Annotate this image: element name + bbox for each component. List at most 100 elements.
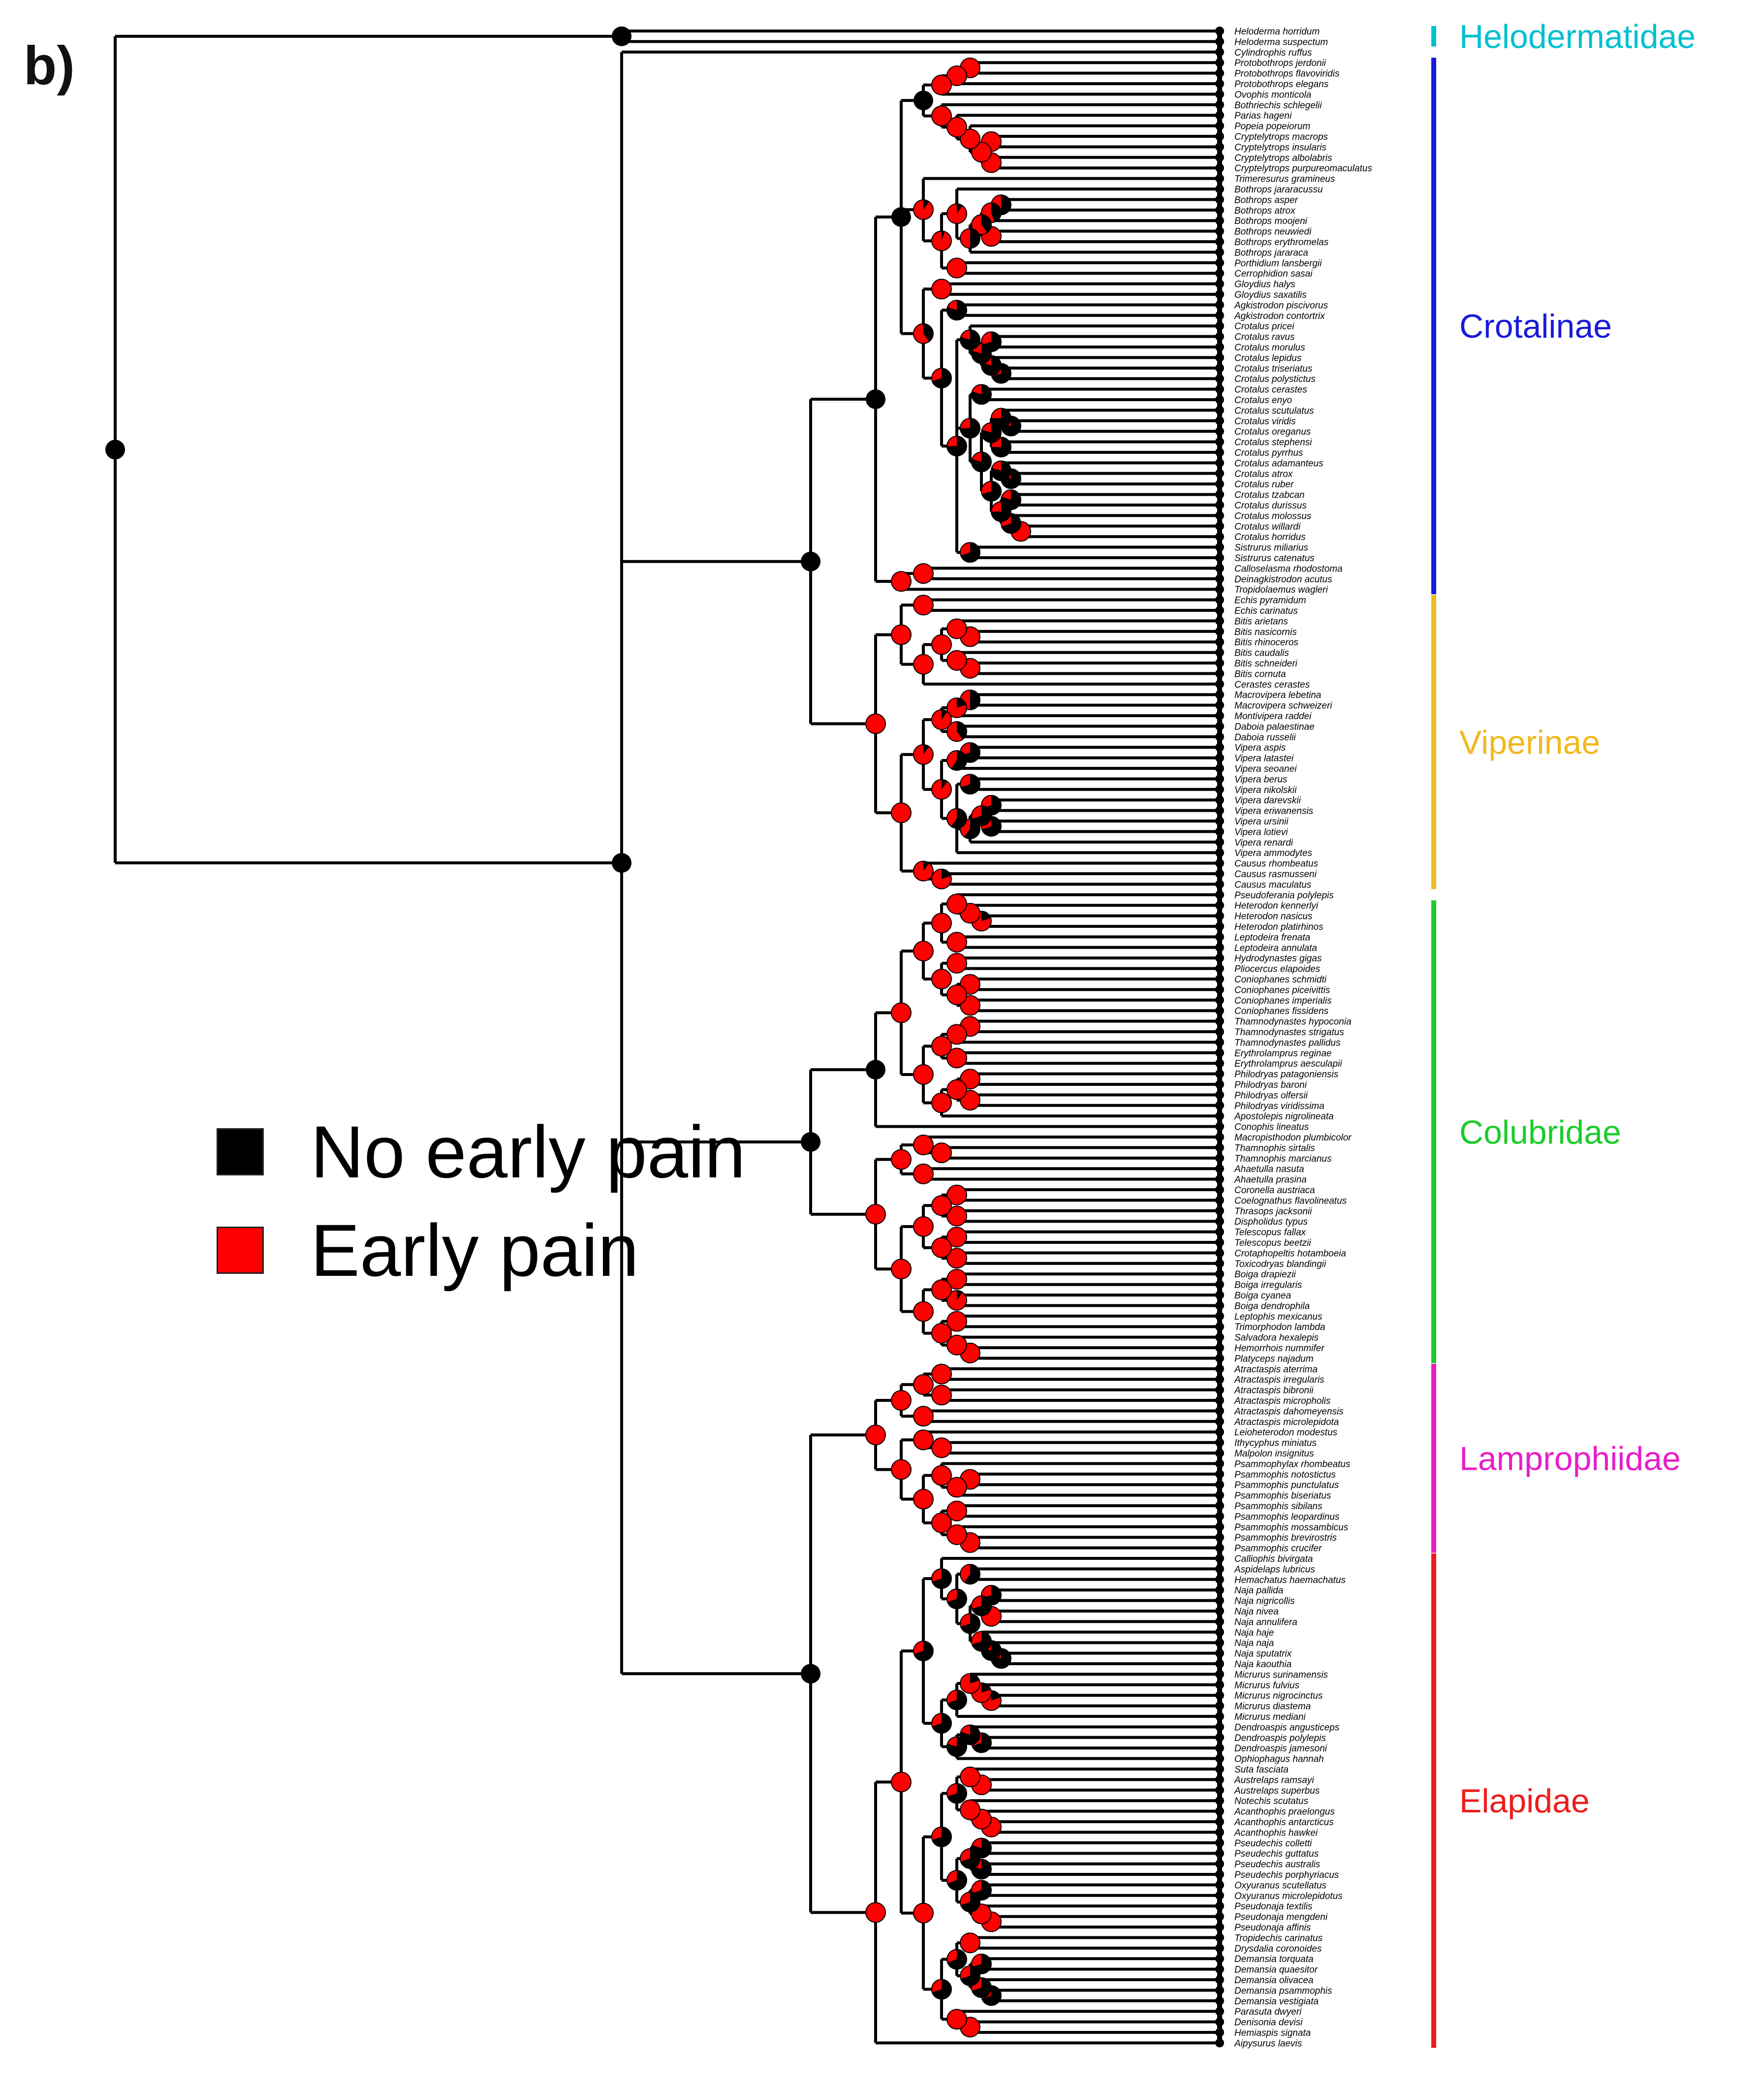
species-label: Causus rhombeatus (1234, 859, 1319, 869)
tip-dot (1215, 1996, 1224, 2005)
tip-dot (1215, 1364, 1224, 1373)
legend-item-no-early-pain: No early pain (217, 1103, 746, 1201)
species-label: Bitis schneideri (1234, 659, 1298, 669)
node-state-pie (946, 750, 967, 771)
species-label: Oxyuranus scutellatus (1234, 1880, 1326, 1891)
node-state-pie (960, 1767, 980, 1788)
species-label: Psammophis leopardinus (1234, 1512, 1340, 1522)
species-label: Popeia popeiorum (1234, 122, 1310, 132)
tip-dot (1215, 511, 1224, 520)
node-state-pie (931, 779, 952, 800)
node-state-pie (946, 436, 967, 457)
species-label: Telescopus fallax (1234, 1228, 1307, 1238)
tip-dot (1215, 1080, 1224, 1089)
node-state-pie (946, 1783, 967, 1804)
clade-bracket (1431, 1363, 1436, 1553)
tip-dot (1215, 111, 1224, 120)
node-state-pie (960, 228, 980, 249)
species-label: Oxyuranus microlepidotus (1234, 1891, 1343, 1901)
species-label: Naja nigricollis (1234, 1596, 1295, 1607)
tip-dot (1215, 1111, 1224, 1121)
species-label: Protobothrops jerdonii (1234, 58, 1326, 68)
tip-dot (1215, 574, 1224, 583)
node-state-pie (913, 1641, 934, 1662)
tip-dot (1215, 1796, 1224, 1805)
node-state-pie (946, 1268, 967, 1290)
species-label: Aspidelaps lubricus (1234, 1564, 1315, 1575)
tip-dot (1215, 1385, 1224, 1394)
species-label: Telescopus beetzii (1234, 1238, 1311, 1248)
species-label: Tropidechis carinatus (1234, 1933, 1323, 1943)
node-state-pie (946, 300, 967, 321)
node-state-pie (946, 1079, 967, 1100)
node-state-pie (913, 1135, 934, 1156)
species-label: Psammophis punctulatus (1234, 1480, 1339, 1490)
species-label: Psammophylax rhombeatus (1234, 1459, 1351, 1469)
tip-dot (1215, 1765, 1224, 1773)
species-label: Ahaetulla nasuta (1234, 1164, 1304, 1174)
tip-dot (1215, 47, 1224, 57)
clade-label: Colubridae (1459, 1113, 1621, 1151)
ancestral-state-pies (105, 26, 1224, 2048)
species-label: Pseudonaja textilis (1234, 1901, 1313, 1912)
species-label: Crotalus ravus (1234, 332, 1295, 343)
node-state-pie (913, 1064, 934, 1085)
node-state-pie (801, 1664, 820, 1684)
species-label: Ophiophagus hannah (1234, 1754, 1324, 1765)
species-label: Suta fasciata (1234, 1765, 1289, 1775)
tip-dot (1215, 1311, 1224, 1321)
species-label: Coniophanes imperialis (1234, 996, 1332, 1006)
node-state-pie (913, 1163, 934, 1184)
tip-dot (1215, 1196, 1224, 1205)
tip-dot (1215, 564, 1224, 573)
node-state-pie (931, 1568, 952, 1589)
legend-label: No early pain (311, 1110, 746, 1193)
species-label: Vipera renardi (1234, 838, 1293, 848)
tip-dot (1215, 1449, 1224, 1457)
species-label: Psammophis notostictus (1234, 1470, 1336, 1480)
species-label: Micrurus fulvius (1234, 1680, 1299, 1691)
tip-dot (1215, 1975, 1224, 1984)
tip-dot (1215, 395, 1224, 404)
node-state-pie (931, 368, 952, 389)
species-label: Agkistrodon contortrix (1234, 311, 1325, 321)
node-state-pie (913, 744, 934, 765)
species-label: Aipysurus laevis (1234, 2038, 1302, 2049)
species-label: Crotalus pyrrhus (1234, 448, 1303, 458)
tip-dot (1215, 469, 1224, 478)
species-label: Acanthophis antarcticus (1234, 1817, 1334, 1828)
tip-dot (1215, 1712, 1224, 1721)
node-state-pie (866, 389, 885, 410)
species-label: Heterodon platirhinos (1234, 922, 1323, 932)
tip-dot (1215, 1533, 1224, 1542)
tip-dot (1215, 1743, 1224, 1753)
tip-dot (1215, 90, 1224, 99)
tip-dot (1215, 1396, 1224, 1405)
species-label: Leioheterodon modestus (1234, 1427, 1338, 1438)
tip-dot (1215, 679, 1224, 689)
species-label: Pseudonaja affinis (1234, 1923, 1311, 1933)
tip-dot (1215, 448, 1224, 457)
node-state-pie (946, 1227, 967, 1248)
species-label: Thamnodynastes pallidus (1234, 1038, 1341, 1048)
species-label: Philodryas patagoniensis (1234, 1070, 1339, 1080)
species-label: Naja pallida (1234, 1585, 1283, 1596)
node-state-pie (960, 1799, 980, 1820)
species-label: Sistrurus catenatus (1234, 553, 1315, 564)
tip-dot (1215, 1648, 1224, 1658)
species-label: Pseudechis australis (1234, 1860, 1321, 1870)
species-label: Echis pyramidum (1234, 596, 1306, 606)
tip-dot (1215, 1659, 1224, 1668)
tip-dot (1215, 1354, 1224, 1363)
tip-dot (1215, 1954, 1224, 1963)
tip-dot (1215, 1164, 1224, 1173)
node-state-pie (913, 654, 934, 675)
species-label: Bothrops atrox (1234, 206, 1296, 216)
node-state-pie (946, 650, 967, 671)
tip-dot (1215, 2028, 1224, 2037)
tip-dot (1215, 1101, 1224, 1110)
tip-dot (1215, 27, 1224, 35)
clade-label: Crotalinae (1459, 308, 1612, 345)
tip-dot (1215, 1806, 1224, 1816)
